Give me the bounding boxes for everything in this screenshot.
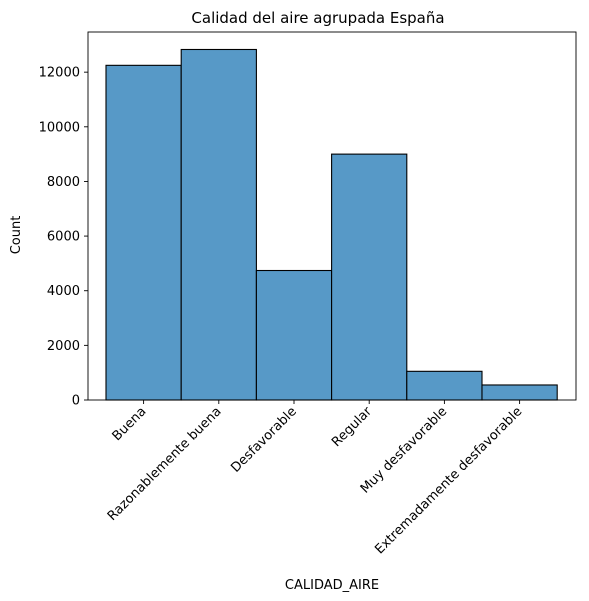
- y-tick-label: 8000: [47, 175, 80, 190]
- x-tick-label: Desfavorable: [228, 404, 300, 476]
- y-tick-label: 6000: [47, 230, 80, 245]
- chart-title: Calidad del aire agrupada España: [191, 9, 444, 27]
- y-axis: 0 2000 4000 6000 8000 10000 12000: [39, 66, 88, 409]
- x-axis-title: CALIDAD_AIRE: [285, 578, 379, 593]
- bar-5: [406, 370, 483, 401]
- x-tick-label: Regular: [329, 404, 375, 450]
- bar-1: [105, 64, 182, 401]
- bar-3: [255, 269, 333, 401]
- y-tick-label: 10000: [39, 120, 80, 135]
- bar-4: [331, 153, 408, 401]
- bars-group: [105, 48, 558, 401]
- y-tick-label: 12000: [39, 66, 80, 81]
- x-tick-label: Buena: [110, 404, 150, 444]
- bar-6: [481, 384, 558, 401]
- y-axis-title: Count: [9, 216, 24, 255]
- plot-frame: [87, 31, 577, 401]
- x-tick-label: Extremadamente desfavorable: [372, 404, 525, 557]
- bar-2: [180, 48, 257, 401]
- y-tick-label: 4000: [47, 284, 80, 299]
- y-tick-label: 2000: [47, 339, 80, 354]
- y-tick-label: 0: [72, 394, 80, 409]
